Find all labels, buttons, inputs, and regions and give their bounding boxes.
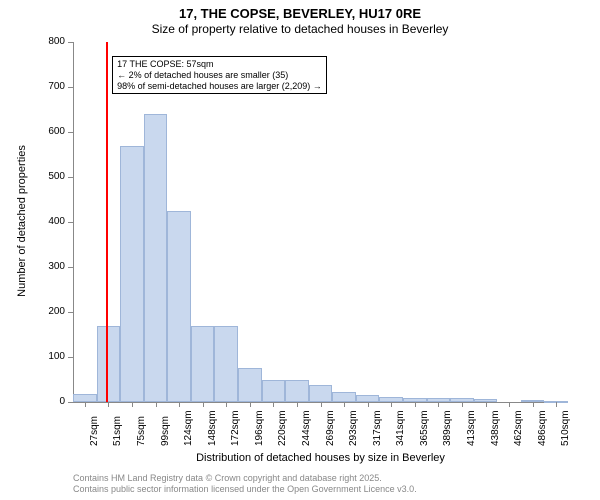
x-tick [415, 402, 416, 407]
x-tick [132, 402, 133, 407]
histogram-bar [214, 326, 238, 403]
x-tick-label: 317sqm [372, 410, 383, 446]
x-tick [462, 402, 463, 407]
x-tick-label: 438sqm [490, 410, 501, 446]
reference-line [106, 42, 108, 402]
x-tick-label: 27sqm [89, 416, 100, 446]
x-tick [179, 402, 180, 407]
histogram-bar [167, 211, 191, 402]
x-tick-label: 220sqm [277, 410, 288, 446]
histogram-bar [120, 146, 144, 403]
histogram-bar [262, 380, 286, 403]
y-tick-label: 800 [35, 36, 65, 47]
annotation-line3: 98% of semi-detached houses are larger (… [117, 81, 322, 92]
histogram-bar [144, 114, 168, 402]
y-tick [68, 177, 73, 178]
x-tick [344, 402, 345, 407]
y-tick-label: 200 [35, 306, 65, 317]
x-tick-label: 389sqm [442, 410, 453, 446]
plot-area: 010020030040050060070080027sqm51sqm75sqm… [73, 42, 568, 402]
x-tick-label: 269sqm [325, 410, 336, 446]
x-tick [226, 402, 227, 407]
y-tick-label: 400 [35, 216, 65, 227]
credit-line2: Contains public sector information licen… [73, 484, 417, 494]
x-tick-label: 244sqm [301, 410, 312, 446]
histogram-bar [238, 368, 262, 402]
y-tick [68, 402, 73, 403]
x-tick [108, 402, 109, 407]
y-tick-label: 700 [35, 81, 65, 92]
histogram-bar [191, 326, 215, 403]
x-tick-label: 486sqm [537, 410, 548, 446]
x-tick [250, 402, 251, 407]
x-tick-label: 124sqm [183, 410, 194, 446]
histogram-bar [356, 395, 380, 402]
y-tick [68, 222, 73, 223]
histogram-bar [309, 385, 333, 402]
y-tick-label: 100 [35, 351, 65, 362]
histogram-bar [97, 326, 121, 403]
x-tick-label: 148sqm [207, 410, 218, 446]
x-tick [321, 402, 322, 407]
histogram-bar [285, 380, 309, 402]
x-tick [556, 402, 557, 407]
x-tick [533, 402, 534, 407]
histogram-bar [332, 392, 356, 402]
x-tick-label: 196sqm [254, 410, 265, 446]
chart-title-line2: Size of property relative to detached ho… [0, 21, 600, 36]
y-tick-label: 500 [35, 171, 65, 182]
x-tick-label: 365sqm [419, 410, 430, 446]
y-tick-label: 0 [35, 396, 65, 407]
x-tick [203, 402, 204, 407]
x-tick [297, 402, 298, 407]
y-tick [68, 267, 73, 268]
x-tick [391, 402, 392, 407]
annotation-line2: ← 2% of detached houses are smaller (35) [117, 70, 322, 81]
y-tick-label: 300 [35, 261, 65, 272]
x-tick-label: 293sqm [348, 410, 359, 446]
y-tick [68, 87, 73, 88]
x-axis-label: Distribution of detached houses by size … [73, 452, 568, 464]
y-tick-label: 600 [35, 126, 65, 137]
x-tick [368, 402, 369, 407]
credit-line1: Contains HM Land Registry data © Crown c… [73, 473, 382, 483]
x-tick-label: 172sqm [230, 410, 241, 446]
y-axis-line [73, 42, 74, 402]
x-tick-label: 413sqm [466, 410, 477, 446]
x-tick-label: 462sqm [513, 410, 524, 446]
x-tick [438, 402, 439, 407]
x-tick [85, 402, 86, 407]
histogram-bar [73, 394, 97, 402]
x-tick-label: 51sqm [112, 416, 123, 446]
x-tick-label: 75sqm [136, 416, 147, 446]
x-tick [486, 402, 487, 407]
x-tick-label: 341sqm [395, 410, 406, 446]
chart-title-line1: 17, THE COPSE, BEVERLEY, HU17 0RE [0, 0, 600, 21]
y-tick [68, 312, 73, 313]
x-tick [273, 402, 274, 407]
y-tick [68, 357, 73, 358]
x-tick-label: 510sqm [560, 410, 571, 446]
annotation-box: 17 THE COPSE: 57sqm ← 2% of detached hou… [112, 56, 327, 94]
x-tick-label: 99sqm [160, 416, 171, 446]
annotation-line1: 17 THE COPSE: 57sqm [117, 59, 322, 70]
y-tick [68, 42, 73, 43]
x-tick [509, 402, 510, 407]
x-tick [156, 402, 157, 407]
y-axis-label: Number of detached properties [16, 131, 28, 311]
y-tick [68, 132, 73, 133]
